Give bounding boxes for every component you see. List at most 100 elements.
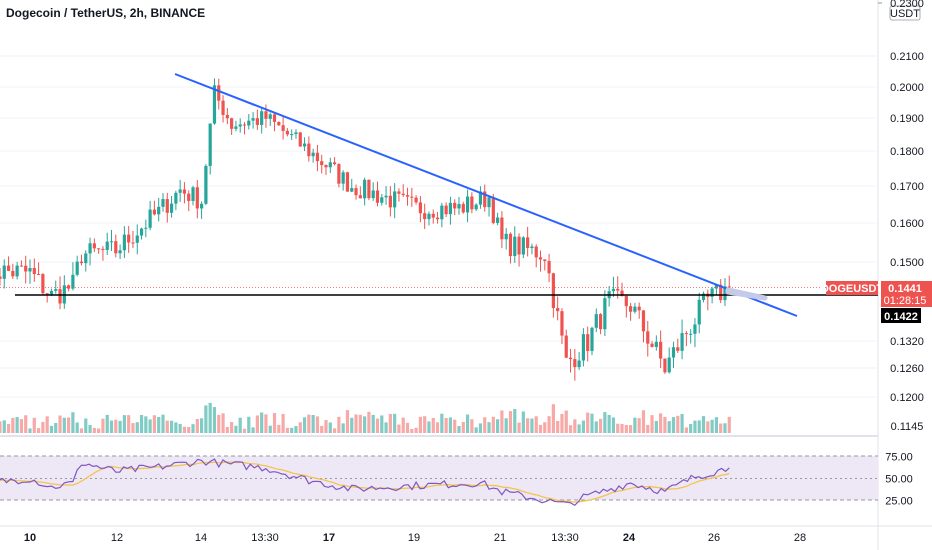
candle-body: [448, 202, 453, 215]
candle-body: [693, 324, 697, 334]
volume-bar: [423, 416, 427, 433]
symbol-tag-box: [826, 281, 878, 295]
volume-bar: [487, 422, 491, 433]
candle-body: [264, 111, 268, 119]
rsi-tick-label: 50.00: [885, 474, 913, 486]
candle-body: [465, 196, 470, 213]
candle-body: [598, 314, 603, 330]
volume-bar: [573, 419, 577, 433]
candle-body: [543, 259, 547, 262]
candle-body: [324, 165, 328, 168]
volume-bar: [526, 418, 530, 433]
volume-bar: [88, 425, 92, 433]
price-tick-label: 0.1800: [890, 146, 924, 158]
candle-body: [281, 125, 285, 131]
volume-bar: [92, 428, 96, 433]
candle-body: [49, 290, 54, 295]
candle-body: [36, 274, 41, 276]
volume-bar: [127, 415, 131, 433]
volume-bar: [384, 422, 388, 433]
volume-bar: [714, 417, 718, 433]
candle-body: [701, 293, 706, 300]
candle-body: [54, 289, 58, 291]
time-tick-label: 21: [494, 532, 506, 544]
candle-body: [320, 161, 324, 166]
candle-body: [45, 293, 49, 295]
volume-bar: [302, 417, 307, 433]
volume-bar: [45, 416, 49, 433]
price-tick-label: 0.1600: [890, 218, 924, 230]
candle-body: [470, 196, 474, 210]
candle-body: [423, 213, 427, 220]
volume-bar: [590, 413, 594, 433]
volume-bar: [367, 411, 371, 433]
candle-body: [384, 195, 388, 198]
candle-body: [414, 197, 418, 203]
candle-body: [118, 250, 122, 254]
candle-body: [453, 202, 457, 209]
volume-bar: [294, 426, 298, 433]
candle-body: [354, 188, 358, 196]
volume-bar: [341, 423, 345, 433]
candle-body: [28, 268, 32, 272]
candle-body: [654, 341, 658, 347]
candle-body: [637, 306, 641, 311]
trendline[interactable]: [174, 73, 798, 317]
candle-body: [573, 359, 577, 368]
candle-body: [345, 172, 350, 192]
volume-bar: [659, 413, 663, 433]
price-tick-label: 0.1145: [891, 421, 924, 433]
volume-bar: [152, 415, 157, 433]
candle-body: [646, 331, 650, 344]
time-axis[interactable]: 10 12 14 13:30 17 19 21 13:30 24 26 28: [24, 532, 806, 544]
volume-bar: [414, 427, 418, 433]
time-tick-label: 14: [195, 532, 207, 544]
price-tag-box: [881, 281, 932, 307]
candle-body: [109, 241, 114, 243]
candle-body: [680, 333, 684, 351]
volume-bar: [2, 420, 6, 433]
candle-body: [260, 111, 264, 125]
volume-bar: [285, 427, 289, 433]
volume-bar: [28, 428, 32, 433]
candle-body: [461, 204, 465, 213]
volume-bar: [431, 417, 435, 433]
candle-body: [513, 236, 517, 257]
volume-bar: [616, 423, 620, 433]
volume-bar: [444, 417, 448, 433]
candle-body: [710, 288, 714, 297]
candle-body: [122, 234, 126, 251]
support-price-tag: 0.1422: [881, 308, 921, 323]
candle-body: [204, 165, 208, 204]
price-axis[interactable]: 0.2100 0.2000 0.1900 0.1800 0.1700 0.1600 0.15…: [878, 0, 924, 433]
volume-bar: [397, 424, 401, 433]
volume-bar: [534, 416, 538, 433]
volume-bar: [530, 418, 534, 433]
candle-body: [611, 288, 616, 292]
volume-bar: [230, 422, 234, 433]
volume-bar: [440, 413, 444, 433]
volume-bar: [594, 421, 598, 433]
candle-body: [148, 209, 152, 228]
candle-body: [131, 242, 135, 244]
volume-bar: [0, 421, 2, 433]
volume-bar: [67, 417, 71, 433]
volume-bar: [457, 425, 461, 433]
candle-body: [290, 134, 294, 136]
volume-bar: [332, 428, 337, 433]
candle-body: [667, 357, 671, 373]
candle-body: [689, 333, 693, 335]
volume-bar: [157, 416, 161, 433]
volume-bar: [517, 422, 521, 433]
time-tick-label: 17: [323, 532, 335, 544]
volume-bar: [148, 419, 152, 433]
candle-body: [24, 265, 28, 272]
volume-bar: [586, 412, 590, 433]
candle-body: [375, 190, 380, 203]
volume-bar: [32, 417, 36, 433]
candle-body: [200, 203, 204, 209]
volume-bar: [264, 414, 268, 433]
candle-body: [182, 189, 187, 194]
rsi-axis[interactable]: 75.00 50.00 25.00: [885, 452, 913, 508]
